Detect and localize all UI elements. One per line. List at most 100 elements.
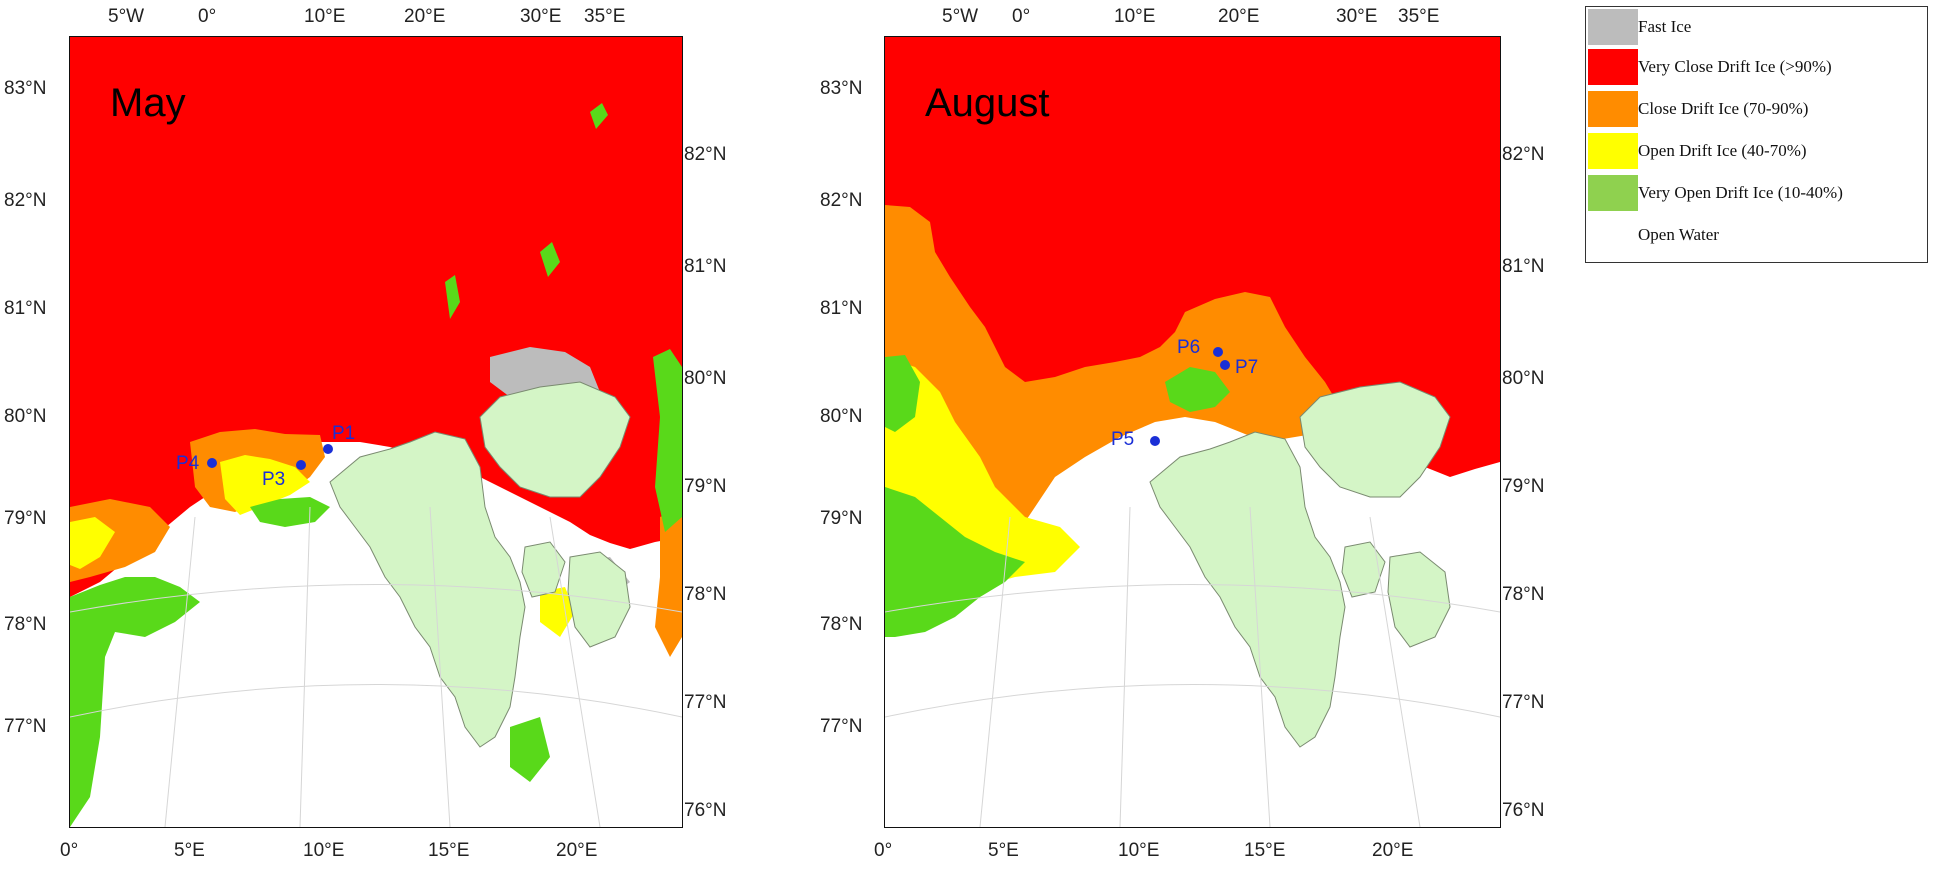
right-tick: 80°N <box>1502 368 1545 389</box>
left-tick: 83°N <box>4 78 47 99</box>
may-map-panel: May P1 P3 P4 <box>69 36 683 828</box>
bottom-tick: 5°E <box>988 840 1019 861</box>
right-tick: 81°N <box>1502 256 1545 277</box>
right-tick: 80°N <box>684 368 727 389</box>
bottom-tick: 10°E <box>303 840 345 861</box>
august-sea-ice-map <box>885 37 1500 827</box>
left-tick: 78°N <box>4 614 47 635</box>
svalbard-land <box>1149 431 1346 748</box>
barentsoya-land <box>1341 541 1386 598</box>
very-open-drift-ice-region <box>445 275 460 319</box>
top-tick: 30°E <box>520 6 562 27</box>
bottom-tick: 10°E <box>1118 840 1160 861</box>
right-tick: 78°N <box>684 584 727 605</box>
station-label-p4: P4 <box>176 453 200 474</box>
top-tick: 0° <box>198 6 217 27</box>
top-tick: 35°E <box>1398 6 1440 27</box>
top-tick: 10°E <box>1114 6 1156 27</box>
right-tick: 76°N <box>1502 800 1545 821</box>
svalbard-land <box>329 431 526 748</box>
open-drift-ice-region <box>70 517 115 569</box>
bottom-tick: 15°E <box>428 840 470 861</box>
legend-label: Open Drift Ice (40-70%) <box>1638 141 1807 160</box>
very-open-drift-ice-region <box>1165 367 1230 412</box>
very-open-drift-ice-region <box>70 577 200 827</box>
legend-label: Very Close Drift Ice (>90%) <box>1638 57 1832 76</box>
station-label-p7: P7 <box>1235 357 1259 378</box>
station-marker-p5 <box>1150 436 1160 446</box>
top-tick: 20°E <box>1218 6 1260 27</box>
open-drift-ice-region <box>540 587 575 637</box>
bottom-tick: 0° <box>60 840 79 861</box>
graticule <box>70 506 682 827</box>
top-tick: 10°E <box>304 6 346 27</box>
map-title: August <box>925 81 1050 125</box>
station-marker-p1 <box>323 444 333 454</box>
very-open-drift-ice-region <box>510 717 550 782</box>
may-sea-ice-map <box>70 37 682 827</box>
august-map-panel: August P5 P6 P7 <box>884 36 1501 828</box>
right-tick: 82°N <box>1502 144 1545 165</box>
legend-label: Fast Ice <box>1638 17 1692 36</box>
right-tick: 76°N <box>684 800 727 821</box>
bottom-tick: 20°E <box>1372 840 1414 861</box>
left-tick: 82°N <box>820 190 863 211</box>
right-tick: 78°N <box>1502 584 1545 605</box>
very-open-drift-ice-region <box>540 242 560 277</box>
very-open-drift-ice-region <box>885 487 1025 637</box>
station-label-p5: P5 <box>1111 429 1135 450</box>
legend-item-very-close-drift-ice: Very Close Drift Ice (>90%) <box>1586 47 1927 87</box>
left-tick: 82°N <box>4 190 47 211</box>
station-marker-p6 <box>1213 347 1223 357</box>
right-tick: 77°N <box>684 692 727 713</box>
left-tick: 77°N <box>4 716 47 737</box>
top-tick: 20°E <box>404 6 446 27</box>
station-label-p6: P6 <box>1177 337 1201 358</box>
station-marker-p3 <box>296 460 306 470</box>
top-tick: 0° <box>1012 6 1031 27</box>
top-tick: 5°W <box>108 6 145 27</box>
close-drift-ice-region <box>885 205 1340 557</box>
legend-label: Open Water <box>1638 225 1719 244</box>
right-tick: 81°N <box>684 256 727 277</box>
barentsoya-land <box>521 541 566 598</box>
legend-item-fast-ice: Fast Ice <box>1586 7 1927 47</box>
left-tick: 80°N <box>4 406 47 427</box>
left-tick: 79°N <box>4 508 47 529</box>
left-tick: 81°N <box>4 298 47 319</box>
bottom-tick: 20°E <box>556 840 598 861</box>
nordaustlandet-land <box>479 381 631 498</box>
left-tick: 83°N <box>820 78 863 99</box>
right-tick: 77°N <box>1502 692 1545 713</box>
close-drift-ice-region <box>655 507 682 657</box>
legend-swatch <box>1588 133 1638 169</box>
station-marker-p7 <box>1220 360 1230 370</box>
legend-swatch <box>1588 91 1638 127</box>
top-tick: 5°W <box>942 6 979 27</box>
legend-item-close-drift-ice: Close Drift Ice (70-90%) <box>1586 89 1927 129</box>
station-marker-p4 <box>207 458 217 468</box>
right-tick: 82°N <box>684 144 727 165</box>
legend-label: Close Drift Ice (70-90%) <box>1638 99 1809 118</box>
legend-swatch <box>1588 217 1638 253</box>
left-tick: 79°N <box>820 508 863 529</box>
legend-item-very-open-drift-ice: Very Open Drift Ice (10-40%) <box>1586 173 1927 213</box>
station-label-p1: P1 <box>332 423 356 444</box>
left-tick: 80°N <box>820 406 863 427</box>
legend-label: Very Open Drift Ice (10-40%) <box>1638 183 1843 202</box>
legend-swatch <box>1588 9 1638 45</box>
right-tick: 79°N <box>684 476 727 497</box>
legend: Fast Ice Very Close Drift Ice (>90%) Clo… <box>1585 6 1928 263</box>
very-open-drift-ice-region <box>590 103 608 129</box>
very-open-drift-ice-region <box>653 349 682 532</box>
legend-item-open-water: Open Water <box>1586 215 1927 255</box>
left-tick: 77°N <box>820 716 863 737</box>
station-label-p3: P3 <box>262 469 286 490</box>
very-close-drift-ice-region <box>885 37 1500 477</box>
very-open-drift-ice-region <box>885 355 920 432</box>
nordaustlandet-land <box>1299 381 1451 498</box>
bottom-tick: 5°E <box>174 840 205 861</box>
graticule <box>885 506 1500 827</box>
left-tick: 81°N <box>820 298 863 319</box>
right-tick: 79°N <box>1502 476 1545 497</box>
